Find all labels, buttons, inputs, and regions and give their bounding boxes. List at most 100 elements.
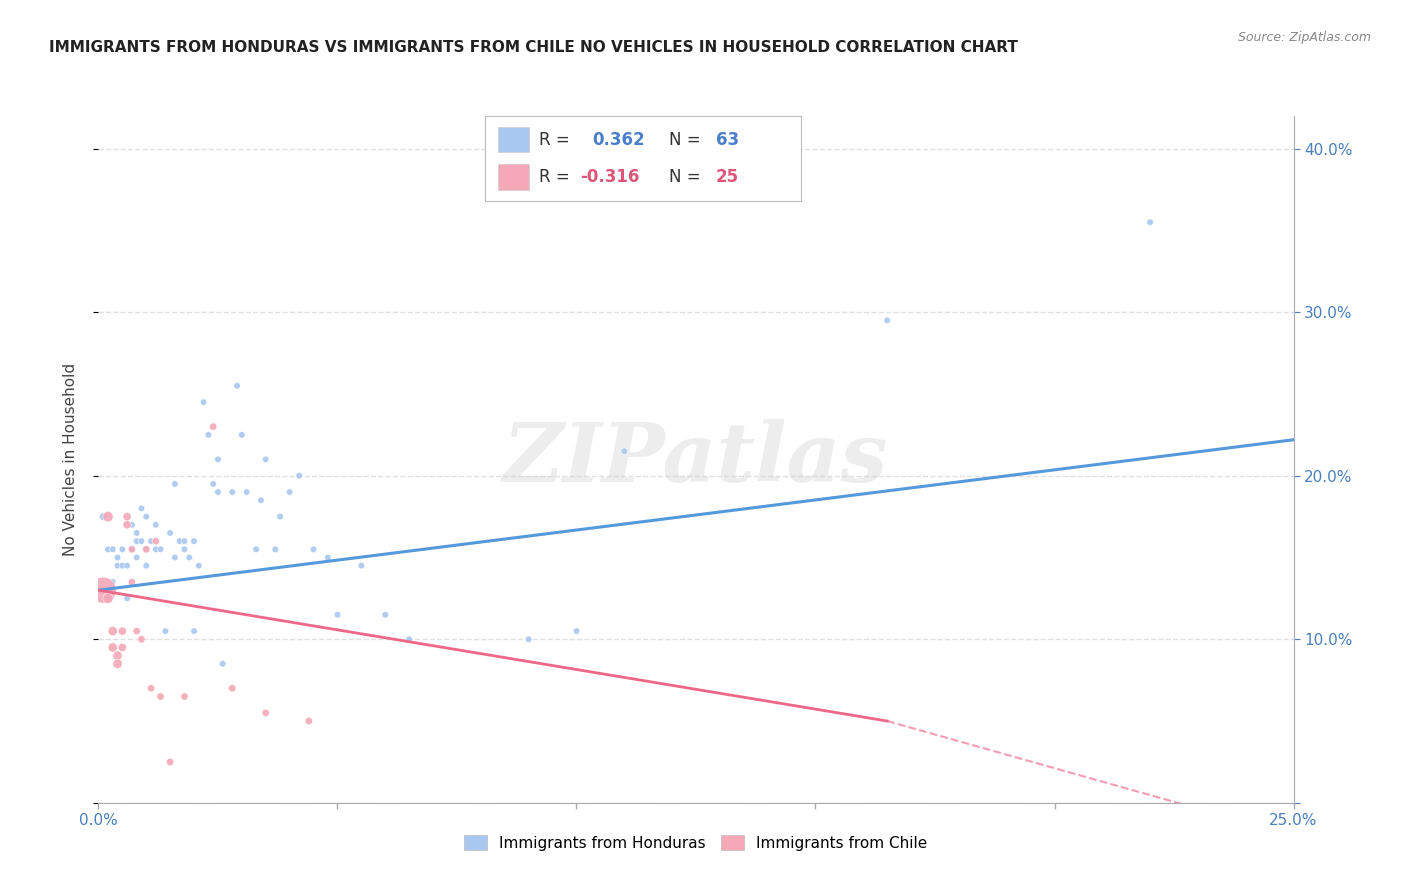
Point — [565, 624, 588, 639]
Point — [149, 690, 172, 704]
Point — [101, 542, 124, 557]
Legend: Immigrants from Honduras, Immigrants from Chile: Immigrants from Honduras, Immigrants fro… — [458, 830, 934, 857]
Point — [121, 574, 143, 589]
Point — [125, 534, 148, 549]
Point — [101, 640, 124, 655]
Text: R =: R = — [538, 131, 581, 149]
Point — [173, 534, 195, 549]
Point — [97, 591, 120, 606]
Point — [149, 542, 172, 557]
Text: ZIPatlas: ZIPatlas — [503, 419, 889, 500]
Point — [207, 485, 229, 500]
Point — [264, 542, 287, 557]
Point — [135, 558, 157, 573]
Point — [159, 755, 181, 769]
Point — [125, 525, 148, 540]
Point — [197, 427, 219, 442]
Point — [115, 509, 138, 524]
Text: 63: 63 — [716, 131, 740, 149]
Point — [91, 509, 114, 524]
Point — [135, 542, 157, 557]
Point — [250, 493, 273, 508]
Text: 0.362: 0.362 — [592, 131, 645, 149]
Point — [115, 517, 138, 532]
Point — [187, 558, 209, 573]
Point — [245, 542, 267, 557]
Point — [226, 378, 249, 392]
Text: N =: N = — [668, 131, 706, 149]
Point — [155, 624, 177, 639]
Point — [288, 468, 311, 483]
Point — [121, 542, 143, 557]
Point — [173, 690, 195, 704]
Point — [145, 517, 167, 532]
Point — [125, 624, 148, 639]
Point — [121, 542, 143, 557]
Point — [97, 509, 120, 524]
Point — [207, 452, 229, 467]
Point — [211, 657, 233, 671]
Point — [231, 427, 253, 442]
Point — [183, 624, 205, 639]
Point — [131, 501, 153, 516]
Point — [316, 550, 339, 565]
Point — [107, 657, 129, 671]
Point — [173, 542, 195, 557]
Point — [298, 714, 321, 728]
Point — [193, 395, 215, 409]
Text: 25: 25 — [716, 168, 740, 186]
Point — [179, 550, 201, 565]
Point — [101, 574, 124, 589]
Point — [613, 444, 636, 458]
Text: N =: N = — [668, 168, 706, 186]
Point — [221, 485, 243, 500]
Point — [121, 517, 143, 532]
Point — [278, 485, 301, 500]
Bar — [498, 164, 529, 190]
Point — [111, 624, 134, 639]
Point — [302, 542, 325, 557]
Point — [125, 550, 148, 565]
Point — [139, 681, 162, 696]
Point — [131, 632, 153, 647]
Point — [183, 534, 205, 549]
Text: R =: R = — [538, 168, 575, 186]
Point — [269, 509, 291, 524]
Point — [876, 313, 898, 327]
Bar — [498, 127, 529, 153]
Point — [517, 632, 540, 647]
Point — [115, 591, 138, 606]
Point — [107, 648, 129, 663]
Point — [101, 624, 124, 639]
Point — [163, 476, 186, 491]
Point — [398, 632, 420, 647]
Point — [202, 476, 225, 491]
Point — [131, 534, 153, 549]
Point — [159, 525, 181, 540]
Point — [135, 542, 157, 557]
Point — [202, 419, 225, 434]
Point — [107, 550, 129, 565]
Text: -0.316: -0.316 — [579, 168, 640, 186]
Point — [135, 509, 157, 524]
Point — [139, 534, 162, 549]
Point — [1139, 215, 1161, 229]
Point — [374, 607, 396, 622]
Point — [107, 558, 129, 573]
Point — [254, 452, 277, 467]
Point — [235, 485, 257, 500]
Text: Source: ZipAtlas.com: Source: ZipAtlas.com — [1237, 31, 1371, 45]
Point — [350, 558, 373, 573]
Point — [254, 706, 277, 720]
Text: IMMIGRANTS FROM HONDURAS VS IMMIGRANTS FROM CHILE NO VEHICLES IN HOUSEHOLD CORRE: IMMIGRANTS FROM HONDURAS VS IMMIGRANTS F… — [49, 40, 1018, 55]
Point — [169, 534, 191, 549]
Point — [97, 542, 120, 557]
Point — [111, 542, 134, 557]
Point — [145, 534, 167, 549]
Point — [145, 542, 167, 557]
Point — [326, 607, 349, 622]
Point — [163, 550, 186, 565]
Point — [115, 558, 138, 573]
Point — [91, 583, 114, 598]
Point — [221, 681, 243, 696]
